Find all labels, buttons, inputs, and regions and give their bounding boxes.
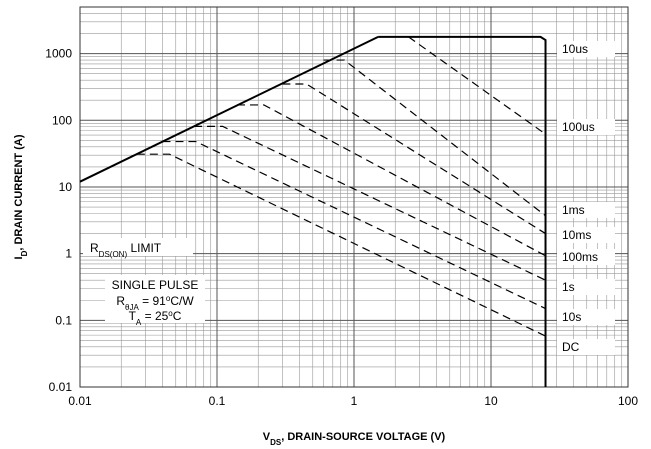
series-line	[79, 36, 379, 183]
label-box	[105, 275, 205, 323]
series-line	[194, 125, 546, 281]
series-line	[162, 140, 546, 310]
series-line	[323, 59, 546, 217]
y-tick-label: 100	[52, 113, 72, 127]
rtheta-label-part: θJA	[125, 303, 139, 312]
rds-label-part: R	[90, 241, 99, 255]
rds-label: RDS(ON) LIMIT	[90, 241, 162, 259]
x-tick-label: 10	[484, 394, 498, 408]
rds-label-part: DS(ON)	[99, 250, 128, 259]
rtheta-label-part: R	[116, 294, 125, 308]
x-tick-label: 0.01	[68, 394, 92, 408]
y-tick-label: 10	[59, 180, 73, 194]
series-line	[237, 104, 546, 257]
label-box	[557, 227, 615, 243]
x-tick-label: 100	[618, 394, 638, 408]
ta-label-part: = 25	[141, 309, 168, 323]
rtheta-label-part: C/W	[170, 294, 194, 308]
plot-frame	[79, 6, 629, 388]
y-tick-label: 0.1	[55, 313, 72, 327]
y-axis-label-part: , DRAIN CURRENT (A)	[13, 134, 25, 250]
lines	[79, 35, 547, 387]
x-axis-label-part: V	[263, 431, 271, 443]
rtheta-label-part: = 91	[139, 294, 166, 308]
grid	[79, 6, 629, 388]
label-box	[557, 41, 615, 57]
curve-label: 1s	[562, 280, 575, 294]
curve-label: DC	[562, 340, 580, 354]
series-line	[282, 83, 546, 235]
y-tick-label: 1000	[45, 47, 72, 61]
label-box	[557, 339, 615, 355]
label-box	[557, 279, 615, 295]
ta-label-part: A	[136, 318, 142, 327]
labels: 0.01 0.1 1 10 100 0.01 0.1 1 10 100 1000 10us 100us 1…	[13, 41, 638, 447]
rds-label-part: LIMIT	[127, 241, 162, 255]
ta-label: TA = 25oC	[129, 309, 182, 327]
curve-label: 100ms	[562, 250, 598, 264]
ta-label-part: o	[168, 309, 173, 318]
ta-label-part: C	[173, 309, 182, 323]
y-axis-label-part: D	[20, 250, 29, 256]
x-tick-label: 0.1	[209, 394, 226, 408]
series-line	[408, 36, 546, 135]
y-axis-label-part: I	[13, 256, 25, 259]
curve-label: 100us	[562, 120, 595, 134]
curve-label: 10us	[562, 42, 588, 56]
curve-label: 1ms	[562, 203, 585, 217]
rtheta-label-part: o	[166, 294, 171, 303]
y-axis-label: ID, DRAIN CURRENT (A)	[13, 134, 29, 259]
series-line	[136, 153, 546, 337]
x-axis-label: VDS, DRAIN-SOURCE VOLTAGE (V)	[263, 431, 446, 447]
x-axis-label-part: DS	[270, 438, 282, 447]
label-box	[557, 309, 615, 325]
ta-label-part: T	[129, 309, 137, 323]
label-box	[557, 249, 615, 265]
x-axis-label-part: , DRAIN-SOURCE VOLTAGE (V)	[281, 431, 445, 443]
pulse-label: SINGLE PULSE	[112, 278, 199, 292]
curve-label: 10s	[562, 310, 581, 324]
y-tick-label: 0.01	[49, 380, 73, 394]
curve-label: 10ms	[562, 228, 591, 242]
label-box	[83, 238, 193, 256]
label-box	[557, 119, 615, 135]
series-line	[378, 35, 547, 387]
x-tick-label: 1	[351, 394, 358, 408]
rtheta-label: RθJA = 91oC/W	[116, 294, 194, 312]
y-tick-label: 1	[65, 247, 72, 261]
label-box	[557, 202, 615, 218]
